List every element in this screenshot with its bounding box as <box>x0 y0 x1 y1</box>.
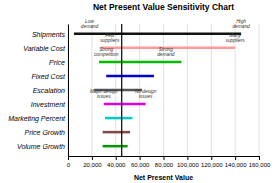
x-tick-mark <box>68 156 69 160</box>
grid-line <box>211 24 212 156</box>
y-tick-label: Investment <box>31 101 66 108</box>
x-axis-line <box>69 157 260 161</box>
y-tick: Investment <box>31 101 68 108</box>
x-tick-label: 40,000 <box>107 162 126 168</box>
annotation: Lowdemand <box>81 19 99 29</box>
y-tick: Marketing Percent <box>8 115 68 123</box>
grid-line <box>259 24 260 156</box>
annotation: Fewsuppliers <box>100 33 120 43</box>
annotation: Strongcompetition <box>94 47 119 57</box>
x-tick: 100,000 <box>177 156 199 168</box>
x-tick-label: 80,000 <box>155 162 174 168</box>
annotations: Lowdemand Highdemand Fewsuppliers Manysuppl… <box>81 19 250 99</box>
range-bar <box>99 61 181 64</box>
x-tick: 140,000 <box>225 156 247 168</box>
grid-line <box>187 24 188 156</box>
grid <box>68 24 259 156</box>
range-bar <box>104 103 146 106</box>
y-tick: Fixed Cost <box>32 73 68 80</box>
x-tick-label: 120,000 <box>201 162 223 168</box>
plot: 020,00040,00060,00080,000100,000120,0001… <box>8 19 271 169</box>
x-tick-mark <box>116 156 117 160</box>
x-tick: 120,000 <box>201 156 223 168</box>
range-bar <box>103 145 128 148</box>
title: Net Present Value Sensitivity Chart <box>93 2 234 12</box>
x-tick-label: 100,000 <box>177 162 199 168</box>
x-tick-label: 160,000 <box>249 162 271 168</box>
y-tick: Volume Growth <box>17 143 68 150</box>
grid-line <box>235 24 236 156</box>
x-tick-mark <box>140 156 141 160</box>
y-tick: Escalation <box>33 87 68 94</box>
x-tick-mark <box>187 156 188 160</box>
range-bar <box>106 75 154 78</box>
x-tick: 60,000 <box>131 156 150 168</box>
x-tick-mark <box>92 156 93 160</box>
chart: 020,00040,00060,00080,000100,000120,0001… <box>0 0 275 183</box>
range-bar <box>74 33 241 36</box>
x-tick-label: 20,000 <box>83 162 102 168</box>
y-tick: Variable Cost <box>23 45 68 52</box>
y-tick: Shipments <box>32 31 68 39</box>
x-tick-label: 140,000 <box>225 162 247 168</box>
marks <box>74 24 241 156</box>
y-axis-line <box>68 25 69 157</box>
y-tick-label: Price Growth <box>25 129 66 136</box>
grid-line <box>68 24 69 156</box>
y-tick-label: Fixed Cost <box>32 73 67 80</box>
x-tick-label: 60,000 <box>131 162 150 168</box>
annotation: Highdemand <box>232 19 250 29</box>
y-tick-label: Price <box>49 59 65 66</box>
y-tick-label: Marketing Percent <box>8 115 66 123</box>
x-tick: 40,000 <box>107 156 126 168</box>
x-tick-mark <box>235 156 236 160</box>
grid-line <box>163 24 164 156</box>
x-tick-mark <box>259 156 260 160</box>
x-tick: 0 <box>67 156 71 168</box>
y-axis: Shipments Variable Cost Price Fixed Cost Esc… <box>8 25 68 157</box>
range-bar <box>105 117 132 120</box>
x-tick-label: 0 <box>67 162 71 168</box>
baseline <box>121 24 122 156</box>
annotation: Strongdemand <box>157 47 175 57</box>
x-axis: 020,00040,00060,00080,000100,000120,0001… <box>67 156 271 168</box>
y-tick-label: Shipments <box>32 31 66 39</box>
y-tick-label: Volume Growth <box>17 143 65 150</box>
x-tick-mark <box>164 156 165 160</box>
x-tick: 160,000 <box>249 156 271 168</box>
y-tick-label: Variable Cost <box>23 45 66 52</box>
x-tick: 80,000 <box>155 156 174 168</box>
range-bar <box>103 131 130 134</box>
annotation: Manysuppliers <box>226 33 246 43</box>
annotation: Major designissues <box>90 89 118 99</box>
y-tick-label: Escalation <box>33 87 65 94</box>
y-tick: Price Growth <box>25 129 68 136</box>
y-tick: Price <box>49 59 68 66</box>
annotation: No designissues <box>135 89 157 99</box>
x-axis-title: Net Present Value <box>134 174 193 181</box>
x-tick-mark <box>211 156 212 160</box>
x-tick: 20,000 <box>83 156 102 168</box>
